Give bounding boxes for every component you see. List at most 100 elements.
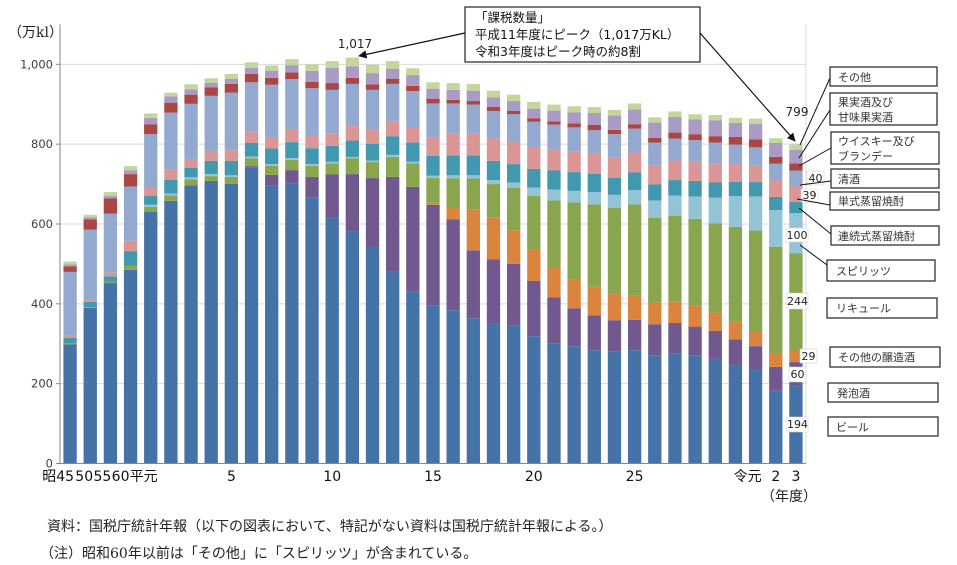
bar-segment <box>426 137 440 156</box>
data-label-sake: 40 <box>806 170 825 186</box>
legend: その他 果実酒及び 甘味果実酒 ウイスキー及び ブランデー 清酒 単式蒸留焼酎 <box>796 66 941 437</box>
bar-segment <box>63 344 77 464</box>
bar-segment <box>527 280 541 337</box>
y-axis-unit-label: （万kl） <box>8 25 63 41</box>
bar-segment <box>204 160 218 175</box>
bar-segment <box>466 90 480 102</box>
bar-segment <box>507 140 521 165</box>
data-label-text: 29 <box>802 350 816 363</box>
bar-segment <box>789 144 803 150</box>
leader-line <box>796 198 831 206</box>
bar-segment <box>728 136 743 145</box>
bar-segment <box>426 204 440 306</box>
bar-segment <box>184 94 198 104</box>
bar-segment <box>123 186 138 241</box>
bar-segment <box>446 103 460 134</box>
bar-stack <box>426 82 440 464</box>
bar-stack <box>769 138 783 464</box>
bar-segment <box>446 89 460 100</box>
bar-segment <box>83 307 97 464</box>
bar-segment <box>527 168 541 188</box>
legend-label: 発泡酒 <box>837 386 870 400</box>
bar-stack <box>728 117 743 464</box>
data-label-text: 39 <box>803 189 817 202</box>
bar-segment <box>325 83 339 90</box>
bar-segment <box>426 178 440 203</box>
legend-box <box>827 382 939 403</box>
bar-segment <box>769 142 783 157</box>
x-tick-label: 20 <box>525 469 543 485</box>
bar-segment <box>466 175 480 179</box>
bar-segment <box>587 192 601 205</box>
bar-segment <box>244 82 259 132</box>
bar-segment <box>365 73 380 85</box>
bar-segment <box>607 320 622 352</box>
bar-segment <box>769 352 783 367</box>
bar-segment <box>607 177 622 195</box>
bar-segment <box>627 295 642 320</box>
bar-segment <box>587 113 601 125</box>
bar-segment <box>204 180 218 464</box>
bar-segment <box>587 173 601 193</box>
bar-segment <box>365 129 380 144</box>
bar-segment <box>386 176 400 272</box>
bar-segment <box>648 165 662 185</box>
x-tick-label: 昭45 <box>42 469 74 485</box>
bar-segment <box>305 176 319 198</box>
bar-segment <box>446 133 460 156</box>
bar-segment <box>748 165 763 183</box>
bar-segment <box>486 138 501 161</box>
bar-segment <box>224 92 239 151</box>
bar-segment <box>728 144 743 165</box>
bar-segment <box>567 112 581 124</box>
bar-segment <box>547 170 561 190</box>
bar-stack <box>345 57 360 464</box>
bar-segment <box>345 83 360 127</box>
legend-label: リキュール <box>836 302 891 315</box>
legend-item-other-brewed: その他の醸造酒 <box>829 346 941 368</box>
bar-segment <box>547 110 561 122</box>
bar-segment <box>103 196 118 199</box>
bar-segment <box>123 269 138 464</box>
bar-segment <box>224 83 239 93</box>
bar-segment <box>406 126 420 143</box>
bar-segment <box>748 346 763 371</box>
bar-segment <box>486 322 501 464</box>
bar-segment <box>789 202 803 214</box>
bar-segment <box>244 142 259 157</box>
bar-segment <box>144 211 158 464</box>
bar-segment <box>244 67 259 74</box>
bar-segment <box>305 197 319 464</box>
legend-label: スピリッツ <box>836 265 891 278</box>
bar-segment <box>386 78 400 84</box>
bar-segment <box>668 195 682 216</box>
bar-segment <box>386 156 400 177</box>
bar-segment <box>567 151 581 173</box>
legend-item-continuous-distilled-shochu: 連続式蒸留焼酎 <box>798 207 940 246</box>
bar-segment <box>265 137 279 149</box>
bar-segment <box>83 229 97 300</box>
bar-segment <box>123 265 138 270</box>
data-label-spirits: 100 <box>785 227 809 243</box>
bar-segment <box>123 240 138 252</box>
bar-segment <box>83 301 97 308</box>
bar-segment <box>668 301 682 323</box>
bar-segment <box>708 120 722 137</box>
bar-stack <box>386 61 400 464</box>
bar-segment <box>123 174 138 187</box>
bar-segment <box>547 104 561 111</box>
bar-segment <box>708 163 722 183</box>
bar-segment <box>365 84 380 90</box>
bar-segment <box>184 185 198 464</box>
x-tick-label: 5 <box>227 469 236 485</box>
bar-stack <box>708 115 722 464</box>
bar-segment <box>386 154 400 157</box>
bar-segment <box>728 364 743 464</box>
bar-segment <box>144 204 158 207</box>
bar-segment <box>668 111 682 118</box>
bar-segment <box>627 172 642 191</box>
bar-segment <box>365 247 380 464</box>
bar-segment <box>587 130 601 154</box>
bar-segment <box>406 291 420 464</box>
